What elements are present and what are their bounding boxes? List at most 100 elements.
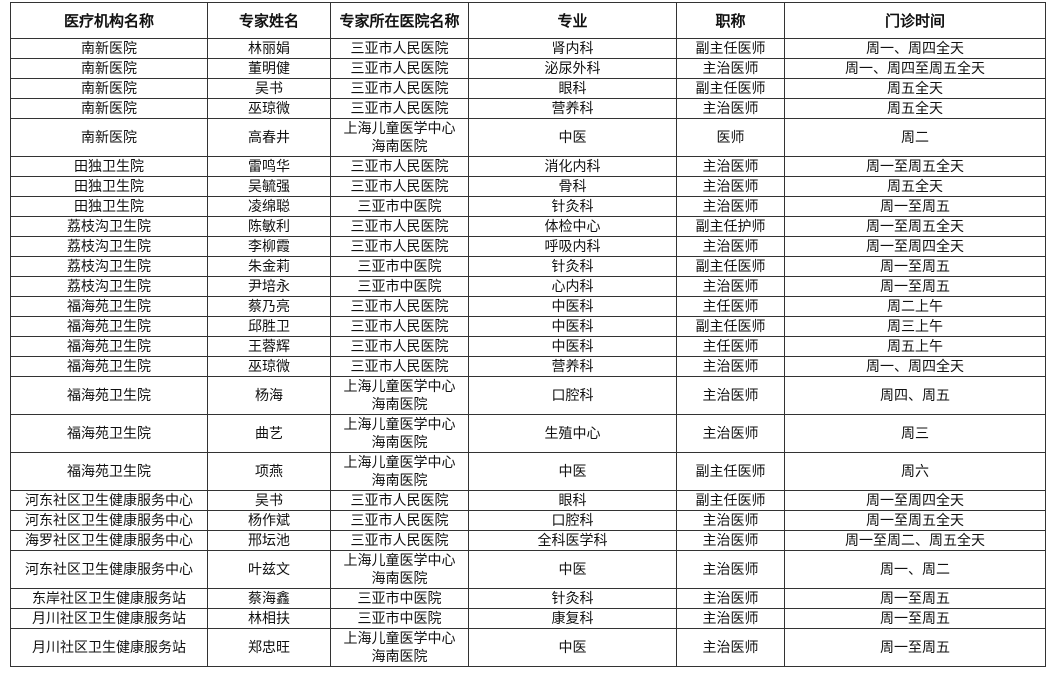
table-cell: 主治医师 xyxy=(676,176,785,197)
table-cell: 营养科 xyxy=(468,98,677,119)
table-cell: 福海苑卫生院 xyxy=(10,316,208,337)
table-cell: 周一至周五全天 xyxy=(784,156,1046,177)
table-cell: 福海苑卫生院 xyxy=(10,376,208,415)
table-cell: 尹培永 xyxy=(207,276,331,297)
table-cell: 主治医师 xyxy=(676,276,785,297)
table-cell: 邱胜卫 xyxy=(207,316,331,337)
cell-line: 上海儿童医学中心 xyxy=(343,552,456,569)
table-cell: 福海苑卫生院 xyxy=(10,296,208,317)
table-cell: 三亚市人民医院 xyxy=(330,356,469,377)
table-cell: 三亚市中医院 xyxy=(330,276,469,297)
table-cell: 周一、周四全天 xyxy=(784,356,1046,377)
table-cell: 曲艺 xyxy=(207,414,331,453)
table-cell: 主治医师 xyxy=(676,58,785,79)
table-cell: 心内科 xyxy=(468,276,677,297)
table-cell: 周一至周五 xyxy=(784,628,1046,667)
table-cell: 肾内科 xyxy=(468,38,677,59)
table-row: 南新医院 高春井 上海儿童医学中心 海南医院 中医 医师 周二 xyxy=(10,118,1046,157)
table-cell: 林丽娟 xyxy=(207,38,331,59)
table-row: 海罗社区卫生健康服务中心 邢坛池 三亚市人民医院 全科医学科 主治医师 周一至周二、周五全… xyxy=(10,530,1046,551)
table-cell: 河东社区卫生健康服务中心 xyxy=(10,490,208,511)
table-cell: 全科医学科 xyxy=(468,530,677,551)
table-cell: 凌绵聪 xyxy=(207,196,331,217)
table-cell: 三亚市人民医院 xyxy=(330,156,469,177)
table-cell: 针灸科 xyxy=(468,256,677,277)
table-cell: 三亚市人民医院 xyxy=(330,58,469,79)
table-cell: 主治医师 xyxy=(676,156,785,177)
header-row: 医疗机构名称 专家姓名 专家所在医院名称 专业 职称 门诊时间 xyxy=(10,2,1046,39)
table-cell: 周六 xyxy=(784,452,1046,491)
table-cell: 主治医师 xyxy=(676,550,785,589)
table-cell: 福海苑卫生院 xyxy=(10,414,208,453)
table-cell: 副主任医师 xyxy=(676,38,785,59)
table-cell: 周一至周五全天 xyxy=(784,216,1046,237)
table-cell: 主治医师 xyxy=(676,510,785,531)
table-cell: 福海苑卫生院 xyxy=(10,356,208,377)
table-cell: 邢坛池 xyxy=(207,530,331,551)
table-row: 荔枝沟卫生院 朱金莉 三亚市中医院 针灸科 副主任医师 周一至周五 xyxy=(10,256,1046,277)
table-cell: 周一至周五 xyxy=(784,608,1046,629)
table-cell: 中医 xyxy=(468,452,677,491)
table-cell: 林相扶 xyxy=(207,608,331,629)
table-cell: 王蓉辉 xyxy=(207,336,331,357)
table-cell: 三亚市人民医院 xyxy=(330,98,469,119)
table-cell: 周二 xyxy=(784,118,1046,157)
table-row: 月川社区卫生健康服务站 郑忠旺 上海儿童医学中心 海南医院 中医 主治医师 周一至周五 xyxy=(10,628,1046,667)
table-cell: 体检中心 xyxy=(468,216,677,237)
table-cell: 荔枝沟卫生院 xyxy=(10,216,208,237)
table-cell: 海罗社区卫生健康服务中心 xyxy=(10,530,208,551)
table-row: 河东社区卫生健康服务中心 叶兹文 上海儿童医学中心 海南医院 中医 主治医师 周一、周二 xyxy=(10,550,1046,589)
table-cell: 李柳霞 xyxy=(207,236,331,257)
table-cell: 上海儿童医学中心 海南医院 xyxy=(330,376,469,415)
table-cell: 三亚市人民医院 xyxy=(330,176,469,197)
table-cell: 三亚市人民医院 xyxy=(330,38,469,59)
table-row: 东岸社区卫生健康服务站 蔡海鑫 三亚市中医院 针灸科 主治医师 周一至周五 xyxy=(10,588,1046,609)
header-cell: 医疗机构名称 xyxy=(10,2,208,39)
table-cell: 周一至周二、周五全天 xyxy=(784,530,1046,551)
table-cell: 三亚市人民医院 xyxy=(330,316,469,337)
table-cell: 主治医师 xyxy=(676,414,785,453)
table-cell: 三亚市人民医院 xyxy=(330,216,469,237)
table-cell: 周一至周五全天 xyxy=(784,510,1046,531)
table-cell: 副主任医师 xyxy=(676,490,785,511)
table-cell: 副主任医师 xyxy=(676,78,785,99)
table-cell: 呼吸内科 xyxy=(468,236,677,257)
table-cell: 三亚市人民医院 xyxy=(330,530,469,551)
cell-line: 海南医院 xyxy=(371,396,428,413)
table-row: 荔枝沟卫生院 李柳霞 三亚市人民医院 呼吸内科 主治医师 周一至周四全天 xyxy=(10,236,1046,257)
table-cell: 生殖中心 xyxy=(468,414,677,453)
table-cell: 主任医师 xyxy=(676,336,785,357)
table-cell: 杨作斌 xyxy=(207,510,331,531)
table-cell: 杨海 xyxy=(207,376,331,415)
cell-line: 上海儿童医学中心 xyxy=(343,454,456,471)
table-cell: 上海儿童医学中心 海南医院 xyxy=(330,550,469,589)
table-cell: 针灸科 xyxy=(468,196,677,217)
table-row: 福海苑卫生院 邱胜卫 三亚市人民医院 中医科 副主任医师 周三上午 xyxy=(10,316,1046,337)
header-cell: 专家所在医院名称 xyxy=(330,2,469,39)
table-cell: 中医 xyxy=(468,118,677,157)
cell-line: 海南医院 xyxy=(371,138,428,155)
table-cell: 营养科 xyxy=(468,356,677,377)
table-cell: 三亚市中医院 xyxy=(330,608,469,629)
table-cell: 高春井 xyxy=(207,118,331,157)
table-row: 月川社区卫生健康服务站 林相扶 三亚市中医院 康复科 主治医师 周一至周五 xyxy=(10,608,1046,629)
header-cell: 专业 xyxy=(468,2,677,39)
table-cell: 福海苑卫生院 xyxy=(10,452,208,491)
table-cell: 副主任医师 xyxy=(676,256,785,277)
table-cell: 三亚市人民医院 xyxy=(330,336,469,357)
table-cell: 田独卫生院 xyxy=(10,196,208,217)
table-cell: 三亚市中医院 xyxy=(330,196,469,217)
table-cell: 周三上午 xyxy=(784,316,1046,337)
table-cell: 康复科 xyxy=(468,608,677,629)
cell-line: 上海儿童医学中心 xyxy=(343,120,456,137)
cell-line: 海南医院 xyxy=(371,570,428,587)
table-cell: 主治医师 xyxy=(676,98,785,119)
table-row: 田独卫生院 吴毓强 三亚市人民医院 骨科 主治医师 周五全天 xyxy=(10,176,1046,197)
cell-line: 上海儿童医学中心 xyxy=(343,416,456,433)
table-cell: 医师 xyxy=(676,118,785,157)
table-cell: 中医科 xyxy=(468,296,677,317)
table-cell: 周一至周五 xyxy=(784,588,1046,609)
table-cell: 周一、周四至周五全天 xyxy=(784,58,1046,79)
table-cell: 主治医师 xyxy=(676,588,785,609)
table-cell: 董明健 xyxy=(207,58,331,79)
